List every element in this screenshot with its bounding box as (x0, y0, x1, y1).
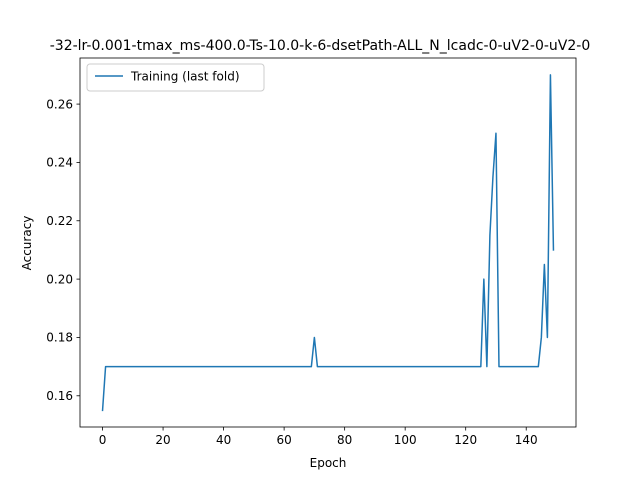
legend-box (86, 63, 265, 92)
legend-label: Training (last fold) (130, 70, 240, 84)
y-tick-label: 0.22 (46, 214, 73, 228)
y-tick-label: 0.16 (46, 389, 73, 403)
legend: Training (last fold) (86, 63, 265, 92)
y-axis: 0.16 0.18 0.20 0.22 0.24 0.26 (46, 97, 80, 403)
x-tick-label: 80 (337, 433, 352, 447)
x-tick-label: 20 (155, 433, 170, 447)
x-tick-label: 0 (99, 433, 107, 447)
y-tick-label: 0.26 (46, 97, 73, 111)
y-axis-label: Accuracy (20, 216, 34, 271)
chart-title: -32-lr-0.001-tmax_ms-400.0-Ts-10.0-k-6-d… (50, 38, 590, 54)
y-tick-label: 0.18 (46, 331, 73, 345)
series-line (101, 74, 555, 412)
x-tick-label: 140 (515, 433, 538, 447)
x-tick-label: 60 (276, 433, 291, 447)
x-tick-label: 40 (216, 433, 231, 447)
y-tick-label: 0.20 (46, 272, 73, 286)
x-axis: 0 20 40 60 80 100 120 140 (99, 427, 538, 447)
series-layer (101, 74, 555, 412)
y-tick-label: 0.24 (46, 156, 73, 170)
x-tick-label: 120 (454, 433, 477, 447)
axes-frame (79, 57, 577, 428)
x-axis-label: Epoch (310, 456, 347, 470)
x-tick-label: 100 (394, 433, 417, 447)
